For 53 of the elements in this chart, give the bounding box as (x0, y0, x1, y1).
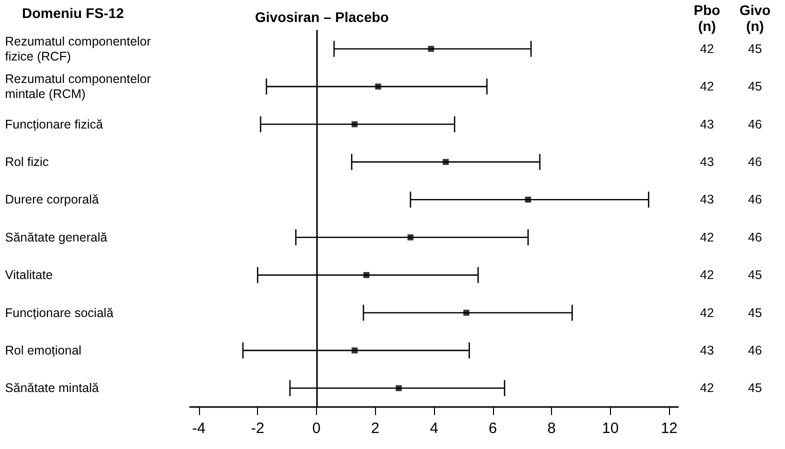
text: 42 (700, 80, 714, 94)
y-tick-label: Sănătate generală (5, 230, 108, 244)
y-tick-label: Funcționare fizică (5, 117, 104, 132)
y-tick-label: Rezumatul componentelor fizice (RCF) (5, 34, 151, 64)
point (525, 196, 532, 203)
text: Givo (n) (739, 2, 771, 34)
text: 42 (700, 268, 714, 282)
text: 46 (748, 117, 762, 132)
text: 45 (748, 268, 762, 282)
point (442, 158, 449, 165)
y-tick-label: Funcționare socială (5, 306, 114, 320)
text: 42 (700, 381, 714, 396)
point (363, 272, 370, 278)
y-axis-title: Domeniu FS-12 (22, 5, 124, 21)
text: 46 (748, 192, 762, 207)
text: 46 (748, 230, 762, 244)
point (352, 347, 358, 354)
text: 42 (700, 42, 714, 56)
x-tick-label: 2 (371, 420, 380, 437)
text: 43 (700, 343, 714, 358)
chart-title: Givosiran – Placebo (255, 9, 389, 25)
text: 45 (748, 80, 762, 94)
text: 43 (700, 154, 714, 169)
text: 45 (748, 306, 762, 320)
point (463, 310, 470, 316)
point (352, 121, 358, 128)
text: 42 (700, 230, 714, 244)
point (407, 234, 414, 240)
text: 42 (700, 306, 714, 320)
point (375, 84, 382, 90)
text: 46 (748, 154, 762, 169)
text: 45 (748, 381, 762, 396)
x-tick-label: -4 (192, 420, 206, 437)
y-tick-label: Sănătate mintală (5, 381, 99, 396)
x-tick-label: 8 (547, 420, 556, 437)
text: 43 (700, 192, 714, 207)
x-tick-label: -2 (250, 420, 264, 437)
x-tick-label: 0 (312, 420, 321, 437)
point (396, 385, 402, 392)
x-tick-label: 6 (488, 420, 497, 437)
text: 46 (748, 343, 762, 358)
y-tick-label: Rol fizic (5, 154, 49, 169)
text: Pbo (n) (694, 2, 720, 34)
y-tick-label: Rol emoțional (5, 343, 82, 358)
x-tick-label: 12 (660, 420, 678, 437)
y-tick-label: Rezumatul componentelor mintale (RCM) (5, 72, 151, 102)
text: 45 (748, 42, 762, 56)
y-tick-label: Vitalitate (5, 268, 53, 282)
x-tick-label: 4 (430, 420, 438, 437)
y-tick-label: Durere corporală (5, 192, 99, 207)
text: 43 (700, 117, 714, 132)
point (428, 46, 434, 52)
x-tick-label: 10 (602, 420, 619, 437)
